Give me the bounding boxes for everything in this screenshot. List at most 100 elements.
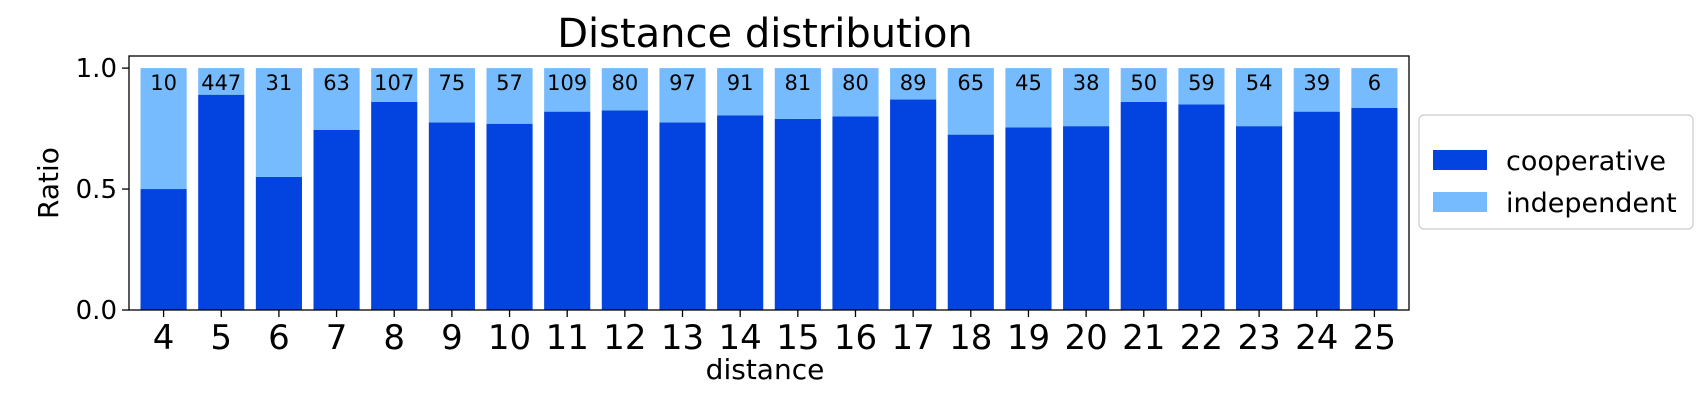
bar-cooperative-15 [774,118,821,311]
x-tick-label-13: 13 [661,318,704,358]
bar-cooperative-19 [1005,127,1052,310]
bar-cooperative-11 [544,111,591,310]
bar-cooperative-5 [198,94,245,310]
count-label-25: 6 [1368,71,1381,95]
x-tick-label-19: 19 [1007,318,1050,358]
legend-frame [1418,114,1694,230]
count-label-6: 31 [266,71,293,95]
bar-independent-16 [832,68,879,117]
bar-cooperative-18 [947,134,994,310]
count-label-8: 107 [374,71,414,95]
legend-label-independent: independent [1506,188,1677,219]
x-axis: 4 5 6 7 8 9 10 11 12 13 14 15 16 17 18 19 20 21 22 23 24 25 [153,310,1396,358]
x-tick-label-5: 5 [210,318,232,358]
count-label-15: 81 [784,71,811,95]
plot-frame [128,55,1410,311]
bar-independent-19 [1005,68,1052,128]
count-label-18: 65 [957,71,984,95]
bar-independent-14 [717,68,764,116]
x-tick-label-15: 15 [776,318,819,358]
bar-cooperative-9 [428,122,475,311]
x-tick-label-25: 25 [1353,318,1396,358]
x-tick-label-18: 18 [949,318,992,358]
bar-cooperative-16 [832,116,879,310]
legend: cooperative independent [1418,114,1694,230]
bar-independent-11 [544,68,591,112]
bar-cooperative-20 [1063,126,1110,311]
count-label-5: 447 [201,71,241,95]
x-tick-label-10: 10 [488,318,531,358]
y-tick-label: 1.0 [76,54,117,84]
x-tick-label-14: 14 [719,318,762,358]
x-tick-label-24: 24 [1295,318,1338,358]
x-tick-label-8: 8 [383,318,405,358]
bar-independent-4 [140,68,187,190]
count-label-21: 50 [1130,71,1157,95]
x-tick-label-4: 4 [153,318,175,358]
bar-independent-10 [486,68,533,124]
x-tick-label-9: 9 [441,318,463,358]
bar-independent-21 [1120,68,1167,102]
legend-swatch-cooperative [1433,150,1487,170]
bar-independent-17 [890,68,937,100]
x-tick-label-20: 20 [1064,318,1107,358]
y-tick-label: 0.0 [76,296,117,326]
x-tick-label-17: 17 [892,318,935,358]
x-tick-label-7: 7 [326,318,348,358]
count-label-13: 97 [669,71,696,95]
count-label-10: 57 [496,71,523,95]
count-label-12: 80 [611,71,638,95]
bar-independent-20 [1063,68,1110,127]
count-label-4: 10 [150,71,177,95]
bar-cooperative-25 [1351,108,1398,310]
bar-independent-5 [198,68,245,95]
count-label-23: 54 [1246,71,1273,95]
bar-independent-7 [313,68,360,130]
bar-cooperative-4 [140,189,187,310]
count-label-24: 39 [1303,71,1330,95]
bar-cooperative-10 [486,123,533,310]
x-tick-label-23: 23 [1237,318,1280,358]
bar-cooperative-6 [255,176,302,310]
bar-independent-25 [1351,68,1398,109]
bar-independent-8 [371,68,418,102]
bar-independent-22 [1178,68,1225,105]
bar-independent-15 [774,68,821,119]
bars-group: 10 447 31 63 107 75 57 109 80 97 91 81 80 89 65 45 38 50 5… [140,68,1398,311]
count-label-14: 91 [727,71,754,95]
bar-independent-9 [428,68,475,123]
count-label-11: 109 [547,71,587,95]
x-tick-label-16: 16 [834,318,877,358]
bar-cooperative-12 [601,110,648,310]
x-tick-label-11: 11 [546,318,589,358]
count-label-17: 89 [900,71,927,95]
chart-title: Distance distribution [557,11,973,57]
count-label-16: 80 [842,71,869,95]
y-axis-label: Ratio [32,147,65,219]
count-label-22: 59 [1188,71,1215,95]
legend-label-cooperative: cooperative [1506,146,1666,177]
x-tick-label-22: 22 [1180,318,1223,358]
x-tick-label-6: 6 [268,318,290,358]
legend-swatch-independent [1433,192,1487,212]
x-axis-label: distance [706,353,825,386]
bar-cooperative-7 [313,129,360,310]
bar-cooperative-14 [717,115,764,311]
count-label-19: 45 [1015,71,1042,95]
bar-cooperative-17 [890,99,937,311]
bar-cooperative-22 [1178,104,1225,310]
bar-cooperative-8 [371,101,418,310]
y-tick-label: 0.5 [76,175,117,205]
bar-cooperative-21 [1120,101,1167,310]
bar-independent-18 [947,68,994,135]
bar-independent-24 [1293,68,1340,112]
bar-cooperative-13 [659,122,706,311]
y-axis: 0.0 0.5 1.0 [76,54,129,326]
bar-independent-23 [1236,68,1283,127]
bar-cooperative-24 [1293,111,1340,310]
x-tick-label-12: 12 [603,318,646,358]
bar-cooperative-23 [1236,126,1283,311]
count-label-7: 63 [323,71,350,95]
bar-independent-13 [659,68,706,123]
